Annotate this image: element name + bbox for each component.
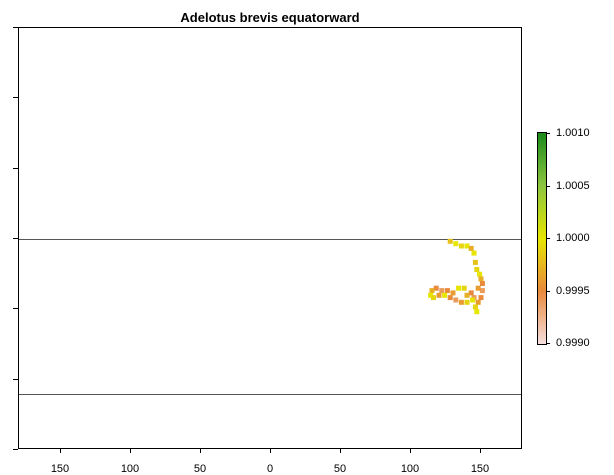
heatmap-cell — [428, 292, 434, 298]
legend-label: 1.0005 — [556, 179, 590, 192]
antarctic-circle-line — [19, 393, 521, 395]
heatmap-cell — [464, 243, 470, 249]
heatmap-cell — [475, 299, 481, 305]
heatmap-cell — [468, 290, 474, 296]
heatmap-cell — [477, 271, 483, 277]
heatmap-cell — [472, 304, 478, 310]
heatmap-cell — [475, 285, 481, 291]
heatmap-cell — [479, 281, 485, 286]
legend-tick — [546, 343, 550, 344]
x-axis-tick-label: 50 — [333, 463, 347, 475]
x-axis-tick-label: 100 — [400, 463, 420, 475]
heatmap-cell — [471, 250, 477, 256]
heatmap-cell — [430, 295, 436, 301]
heatmap-cell — [439, 288, 445, 294]
heatmap-cell — [474, 267, 480, 272]
heatmap-cell — [436, 292, 442, 298]
equator-line — [19, 239, 521, 240]
x-axis-tick-label: 100 — [120, 463, 140, 475]
heatmap-cell — [474, 309, 480, 315]
heatmap-cell — [444, 288, 450, 294]
heatmap-cell — [458, 243, 464, 249]
x-axis-tick — [60, 449, 61, 453]
legend-label: 1.0010 — [556, 127, 590, 139]
heatmap-cell — [450, 290, 456, 296]
heatmap-cell — [472, 259, 478, 265]
heatmap-cell — [478, 295, 484, 301]
heatmap-cell — [453, 297, 459, 303]
x-axis-tick-label: 50 — [193, 463, 207, 475]
x-axis-tick — [340, 449, 341, 453]
heatmap-cell — [447, 295, 453, 301]
heatmap-cell — [478, 276, 484, 282]
plot-title: Adelotus brevis equatorward — [180, 10, 360, 25]
x-axis-tick-label: 150 — [50, 463, 70, 475]
y-axis-tick — [13, 27, 18, 28]
heatmap-cell — [433, 285, 439, 291]
heatmap-cell — [470, 297, 476, 303]
map-frame — [18, 27, 522, 449]
y-axis-tick — [13, 308, 18, 310]
y-axis-tick — [13, 97, 18, 99]
x-axis-tick — [480, 449, 481, 453]
heatmap-cell — [464, 299, 470, 305]
x-axis-tick — [130, 449, 131, 453]
heatmap-cell — [447, 238, 453, 244]
x-axis-tick — [270, 449, 271, 453]
legend-label: 0.9990 — [556, 337, 590, 349]
legend-label: 0.9995 — [556, 284, 590, 297]
x-axis-tick-label: 150 — [470, 463, 490, 475]
heatmap-cell — [461, 285, 467, 291]
legend-tick — [546, 185, 550, 187]
y-axis-tick — [13, 449, 18, 450]
y-axis-tick — [13, 238, 18, 239]
y-axis-tick — [13, 167, 18, 169]
legend-tick — [546, 290, 550, 292]
x-axis-tick — [200, 449, 201, 453]
y-axis-tick — [13, 378, 18, 380]
heatmap-cell — [453, 241, 459, 247]
heatmap-cell — [468, 245, 474, 251]
x-axis-tick-label: 0 — [266, 463, 274, 475]
heatmap-cell — [464, 292, 470, 298]
legend-label: 1.0000 — [556, 232, 590, 244]
legend-tick — [546, 238, 550, 239]
x-axis-tick — [410, 449, 411, 453]
heatmap-cell — [442, 292, 448, 298]
heatmap-cell — [479, 288, 485, 294]
heatmap-cell — [456, 285, 462, 291]
legend-tick — [546, 133, 550, 134]
heatmap-cell — [458, 299, 464, 305]
heatmap-cell — [429, 288, 435, 294]
occurrence-map — [428, 238, 485, 315]
